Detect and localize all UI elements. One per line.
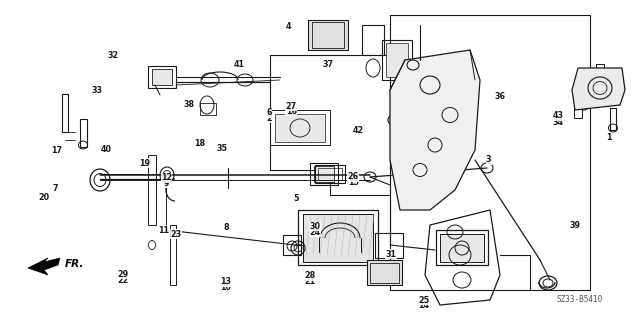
Text: 15: 15 xyxy=(348,178,359,187)
Text: 42: 42 xyxy=(353,126,364,135)
Bar xyxy=(298,210,378,265)
Text: 9: 9 xyxy=(164,179,169,188)
Bar xyxy=(436,230,488,265)
Bar xyxy=(200,103,216,115)
Text: 23: 23 xyxy=(170,230,182,239)
Text: 3: 3 xyxy=(486,156,491,164)
Polygon shape xyxy=(572,68,625,110)
Text: 1: 1 xyxy=(606,133,611,142)
Text: 7: 7 xyxy=(53,184,58,193)
Text: 22: 22 xyxy=(118,276,129,285)
Text: 28: 28 xyxy=(304,271,316,280)
Text: 34: 34 xyxy=(553,118,564,127)
Text: 36: 36 xyxy=(494,92,506,101)
Bar xyxy=(390,15,590,290)
Bar xyxy=(362,25,384,55)
Bar xyxy=(610,108,616,130)
Bar xyxy=(390,113,398,125)
Text: 41: 41 xyxy=(234,60,245,69)
Bar xyxy=(382,40,412,80)
Bar xyxy=(367,260,402,285)
Text: 12: 12 xyxy=(161,173,172,182)
Text: 43: 43 xyxy=(553,111,564,120)
Bar xyxy=(315,165,345,183)
Bar xyxy=(314,166,334,182)
Polygon shape xyxy=(390,50,480,210)
Text: 37: 37 xyxy=(322,60,334,69)
Text: 19: 19 xyxy=(139,159,150,168)
Bar xyxy=(574,104,582,118)
Text: 32: 32 xyxy=(107,51,118,60)
Text: 10: 10 xyxy=(220,283,231,292)
Text: 13: 13 xyxy=(220,277,231,286)
Text: 26: 26 xyxy=(348,172,359,181)
Text: 29: 29 xyxy=(118,270,129,279)
Polygon shape xyxy=(28,258,60,275)
Text: 18: 18 xyxy=(194,139,205,148)
Bar xyxy=(283,235,301,255)
Bar xyxy=(375,233,403,258)
Text: 5: 5 xyxy=(294,194,299,203)
Text: FR.: FR. xyxy=(65,259,84,269)
Text: 2: 2 xyxy=(266,114,272,123)
Text: 8: 8 xyxy=(224,223,229,232)
Text: 33: 33 xyxy=(92,86,103,95)
Bar xyxy=(310,163,338,185)
Bar xyxy=(148,155,156,225)
Bar xyxy=(303,214,373,262)
Text: 16: 16 xyxy=(285,107,297,116)
Text: 31: 31 xyxy=(385,250,397,259)
Text: 38: 38 xyxy=(183,100,194,109)
Text: 27: 27 xyxy=(285,102,297,111)
Text: 40: 40 xyxy=(100,145,111,154)
Text: 14: 14 xyxy=(418,301,430,310)
Bar xyxy=(312,22,344,48)
Bar xyxy=(170,225,176,285)
Bar xyxy=(370,263,399,283)
Bar xyxy=(270,110,330,145)
Text: SZ33-B5410: SZ33-B5410 xyxy=(557,295,603,305)
Bar xyxy=(596,64,604,80)
Bar xyxy=(318,168,342,180)
Bar xyxy=(386,43,408,77)
Text: 39: 39 xyxy=(569,221,580,230)
Bar xyxy=(275,114,325,142)
Text: 6: 6 xyxy=(266,108,272,117)
Bar xyxy=(62,94,68,132)
Bar xyxy=(80,119,87,147)
Text: 17: 17 xyxy=(51,146,63,155)
Text: 11: 11 xyxy=(158,226,170,235)
Text: 21: 21 xyxy=(304,277,316,286)
Text: 20: 20 xyxy=(39,193,50,202)
Bar xyxy=(440,234,484,262)
Bar xyxy=(148,66,176,88)
Text: 25: 25 xyxy=(418,296,430,305)
Text: 30: 30 xyxy=(310,222,321,231)
Bar xyxy=(308,20,348,50)
Text: 24: 24 xyxy=(310,228,321,237)
Text: 35: 35 xyxy=(216,144,227,153)
Bar xyxy=(152,69,172,85)
Text: 4: 4 xyxy=(285,22,291,31)
